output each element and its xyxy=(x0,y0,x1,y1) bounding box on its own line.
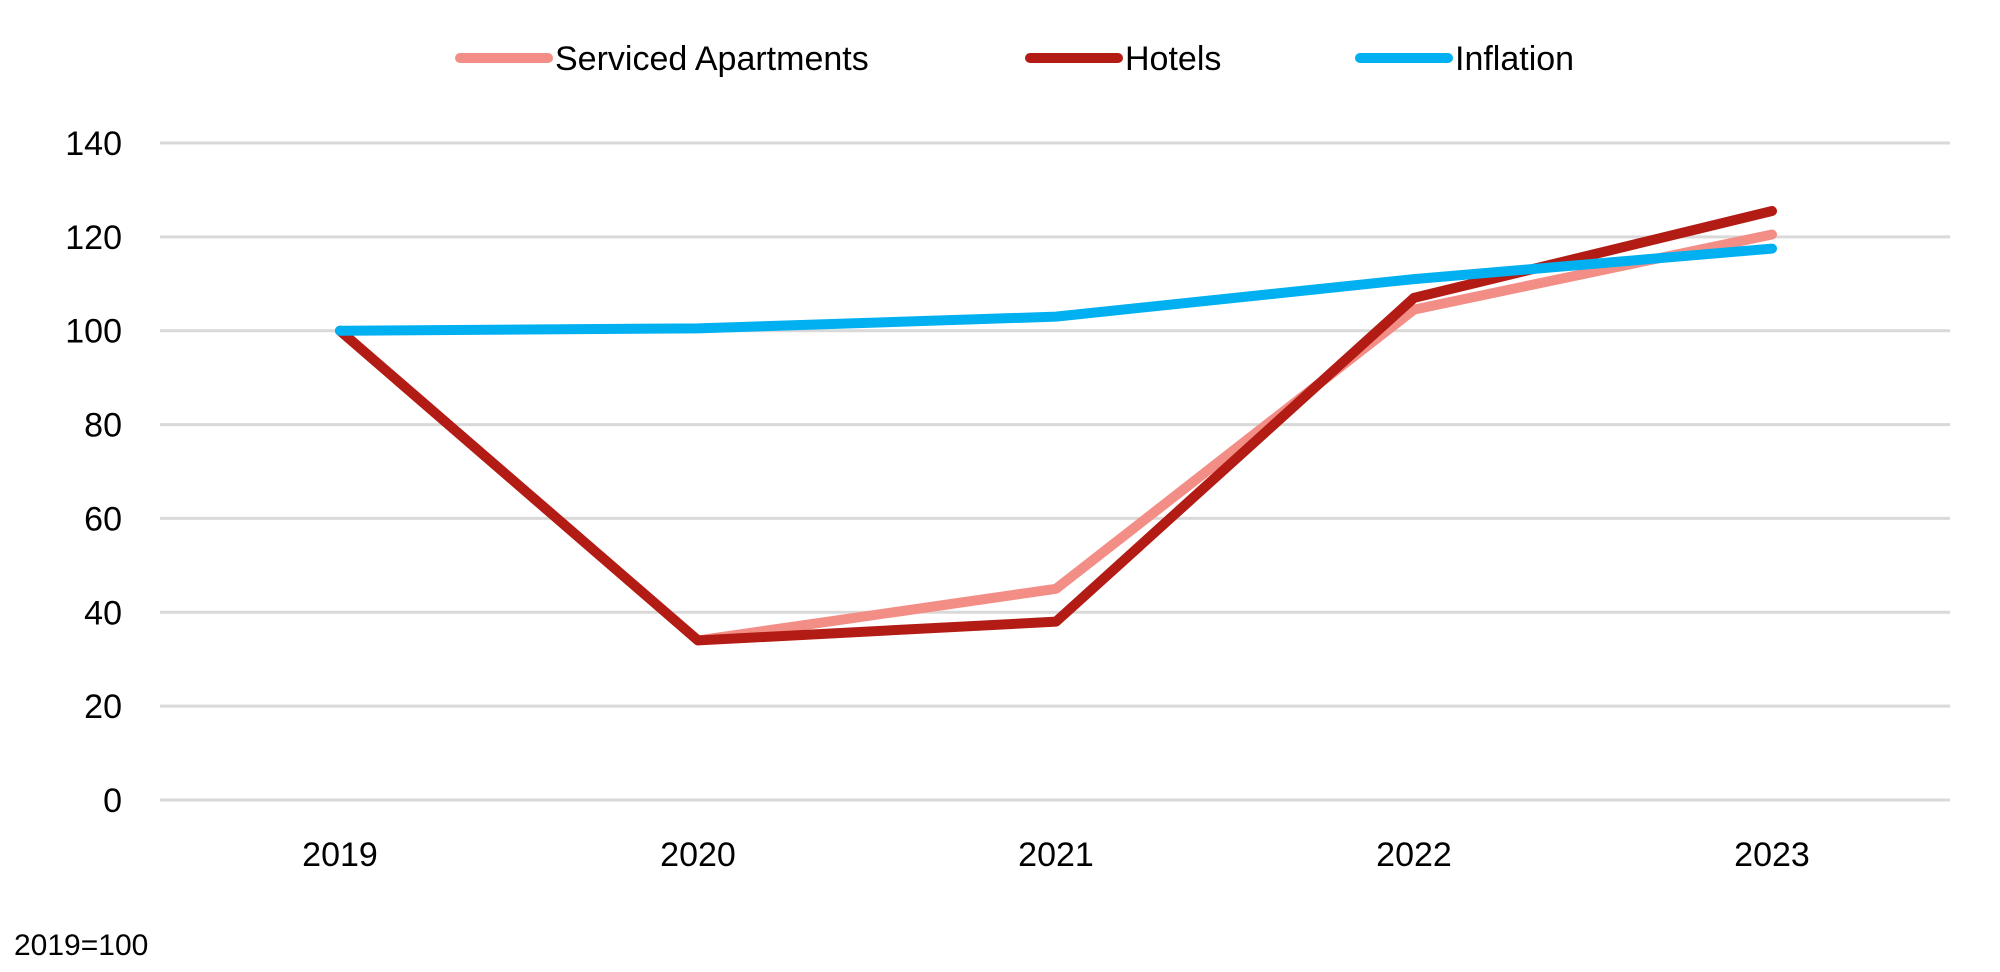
series-line-serviced-apartments xyxy=(335,229,1777,646)
y-axis-ticks: 0 20 40 60 80 100 120 140 xyxy=(65,125,122,820)
legend-item-inflation: Inflation xyxy=(1355,40,1574,78)
y-tick-label: 40 xyxy=(84,594,122,632)
y-tick-label: 120 xyxy=(65,219,122,257)
series-lines xyxy=(335,206,1777,646)
legend-item-serviced-apartments: Serviced Apartments xyxy=(455,40,869,78)
y-tick-label: 140 xyxy=(65,125,122,163)
y-tick-label: 100 xyxy=(65,313,122,351)
gridlines xyxy=(160,141,1950,802)
y-tick-label: 20 xyxy=(84,688,122,726)
y-tick-label: 60 xyxy=(84,500,122,538)
x-tick-label: 2023 xyxy=(1734,836,1810,874)
series-line-inflation xyxy=(335,243,1777,336)
x-axis-ticks: 2019 2020 2021 2022 2023 xyxy=(302,836,1810,874)
y-tick-label: 80 xyxy=(84,407,122,445)
legend-label: Inflation xyxy=(1455,40,1574,78)
legend-item-hotels: Hotels xyxy=(1025,40,1221,78)
x-tick-label: 2021 xyxy=(1018,836,1094,874)
legend: Serviced Apartments Hotels Inflation xyxy=(455,40,1574,78)
x-tick-label: 2019 xyxy=(302,836,378,874)
x-tick-label: 2022 xyxy=(1376,836,1452,874)
legend-label: Serviced Apartments xyxy=(555,40,869,78)
y-tick-label: 0 xyxy=(103,782,122,820)
x-tick-label: 2020 xyxy=(660,836,736,874)
legend-label: Hotels xyxy=(1125,40,1221,78)
index-base-note: 2019=100 xyxy=(14,929,148,962)
